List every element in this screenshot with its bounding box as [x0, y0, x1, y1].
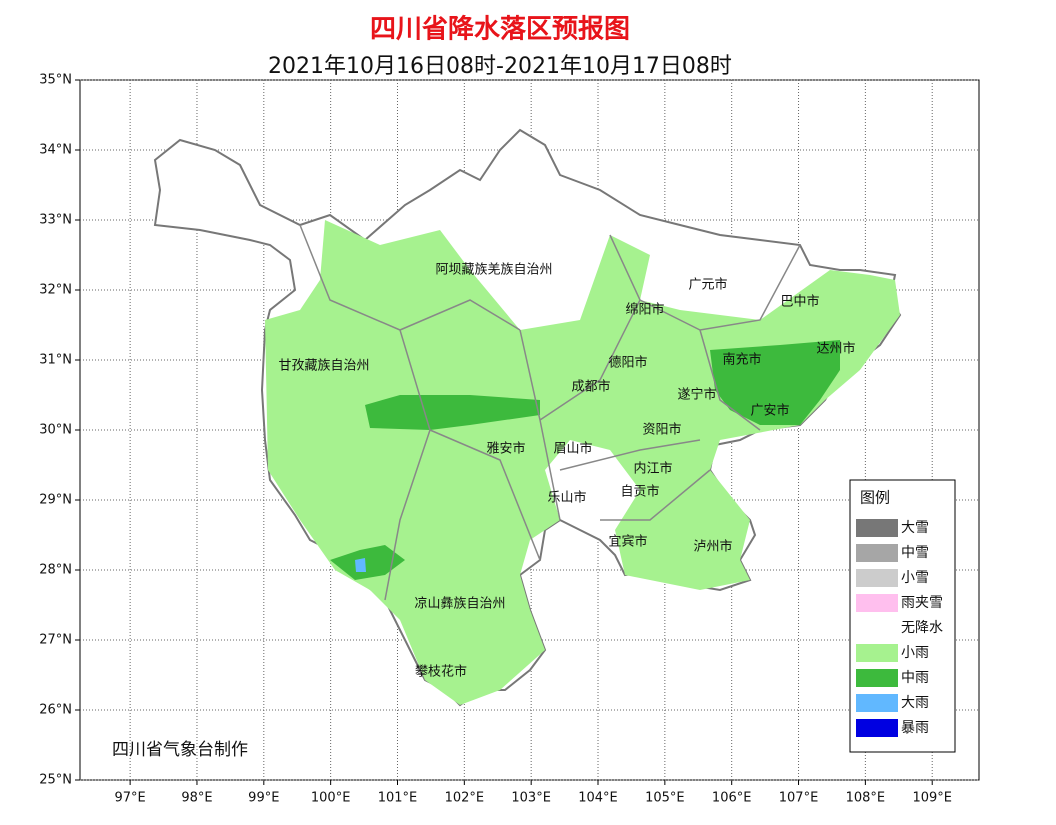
lon-tick-label: 106°E — [712, 791, 752, 806]
lat-tick-label: 35°N — [39, 73, 72, 88]
region-label: 宜宾市 — [608, 534, 647, 550]
legend-swatch — [856, 619, 898, 637]
lon-tick-label: 97°E — [114, 791, 145, 806]
region-label: 南充市 — [722, 352, 761, 368]
lon-tick-label: 108°E — [846, 791, 886, 806]
region-label: 绵阳市 — [625, 302, 664, 318]
legend-label: 小雪 — [901, 570, 929, 586]
lat-tick-label: 28°N — [39, 563, 72, 578]
region-label: 自贡市 — [620, 484, 659, 500]
lon-tick-label: 101°E — [378, 791, 418, 806]
region-label: 乐山市 — [547, 490, 586, 506]
region-label: 凉山彝族自治州 — [414, 596, 505, 612]
lat-tick-label: 29°N — [39, 493, 72, 508]
region-label: 德阳市 — [608, 355, 647, 371]
region-label: 成都市 — [571, 379, 610, 395]
legend-label: 大雨 — [901, 695, 929, 711]
lat-tick-label: 32°N — [39, 283, 72, 298]
legend-swatch — [856, 694, 898, 712]
heavy-rain-area — [355, 558, 366, 572]
map-subtitle: 2021年10月16日08时-2021年10月17日08时 — [268, 54, 732, 79]
lon-tick-label: 104°E — [578, 791, 618, 806]
moderate-rain-area — [330, 340, 840, 580]
legend-label: 中雪 — [901, 545, 929, 561]
legend-label: 小雨 — [901, 645, 929, 661]
lon-tick-label: 107°E — [779, 791, 819, 806]
lat-tick-label: 34°N — [39, 143, 72, 158]
legend-label: 雨夹雪 — [901, 595, 943, 611]
region-label: 广安市 — [750, 403, 789, 419]
legend-swatch — [856, 594, 898, 612]
legend-swatch — [856, 644, 898, 662]
lat-tick-label: 26°N — [39, 703, 72, 718]
lon-tick-label: 98°E — [181, 791, 212, 806]
lon-tick-label: 105°E — [645, 791, 685, 806]
lat-tick-label: 30°N — [39, 423, 72, 438]
region-label: 巴中市 — [780, 294, 819, 310]
region-label: 雅安市 — [486, 441, 525, 457]
legend-label: 中雨 — [901, 670, 929, 686]
lon-tick-label: 103°E — [511, 791, 551, 806]
lat-tick-label: 31°N — [39, 353, 72, 368]
lon-tick-label: 109°E — [912, 791, 952, 806]
region-label: 甘孜藏族自治州 — [278, 358, 369, 374]
lat-tick-label: 25°N — [39, 773, 72, 788]
legend-swatch — [856, 519, 898, 537]
lat-tick-label: 27°N — [39, 633, 72, 648]
district-borders — [299, 224, 801, 601]
region-label: 泸州市 — [693, 539, 732, 555]
legend-label: 暴雨 — [901, 720, 929, 736]
lat-tick-label: 33°N — [39, 213, 72, 228]
legend-swatch — [856, 669, 898, 687]
lon-tick-label: 99°E — [248, 791, 279, 806]
map-title: 四川省降水落区预报图 — [370, 14, 630, 45]
legend-label: 无降水 — [901, 620, 943, 636]
light-rain-area — [265, 220, 900, 705]
legend-title: 图例 — [860, 489, 890, 507]
region-label: 达州市 — [816, 341, 855, 357]
legend-swatch — [856, 719, 898, 737]
region-label: 阿坝藏族羌族自治州 — [435, 262, 552, 278]
legend-label: 大雪 — [901, 520, 929, 536]
legend-swatch — [856, 569, 898, 587]
region-label: 攀枝花市 — [415, 664, 467, 680]
credit: 四川省气象台制作 — [112, 740, 248, 760]
region-label: 资阳市 — [642, 422, 681, 438]
legend-swatch — [856, 544, 898, 562]
region-label: 遂宁市 — [677, 387, 716, 403]
lon-tick-label: 102°E — [445, 791, 485, 806]
lon-tick-label: 100°E — [311, 791, 351, 806]
region-label: 眉山市 — [553, 441, 592, 457]
region-label: 内江市 — [633, 461, 672, 477]
region-label: 广元市 — [688, 277, 727, 293]
